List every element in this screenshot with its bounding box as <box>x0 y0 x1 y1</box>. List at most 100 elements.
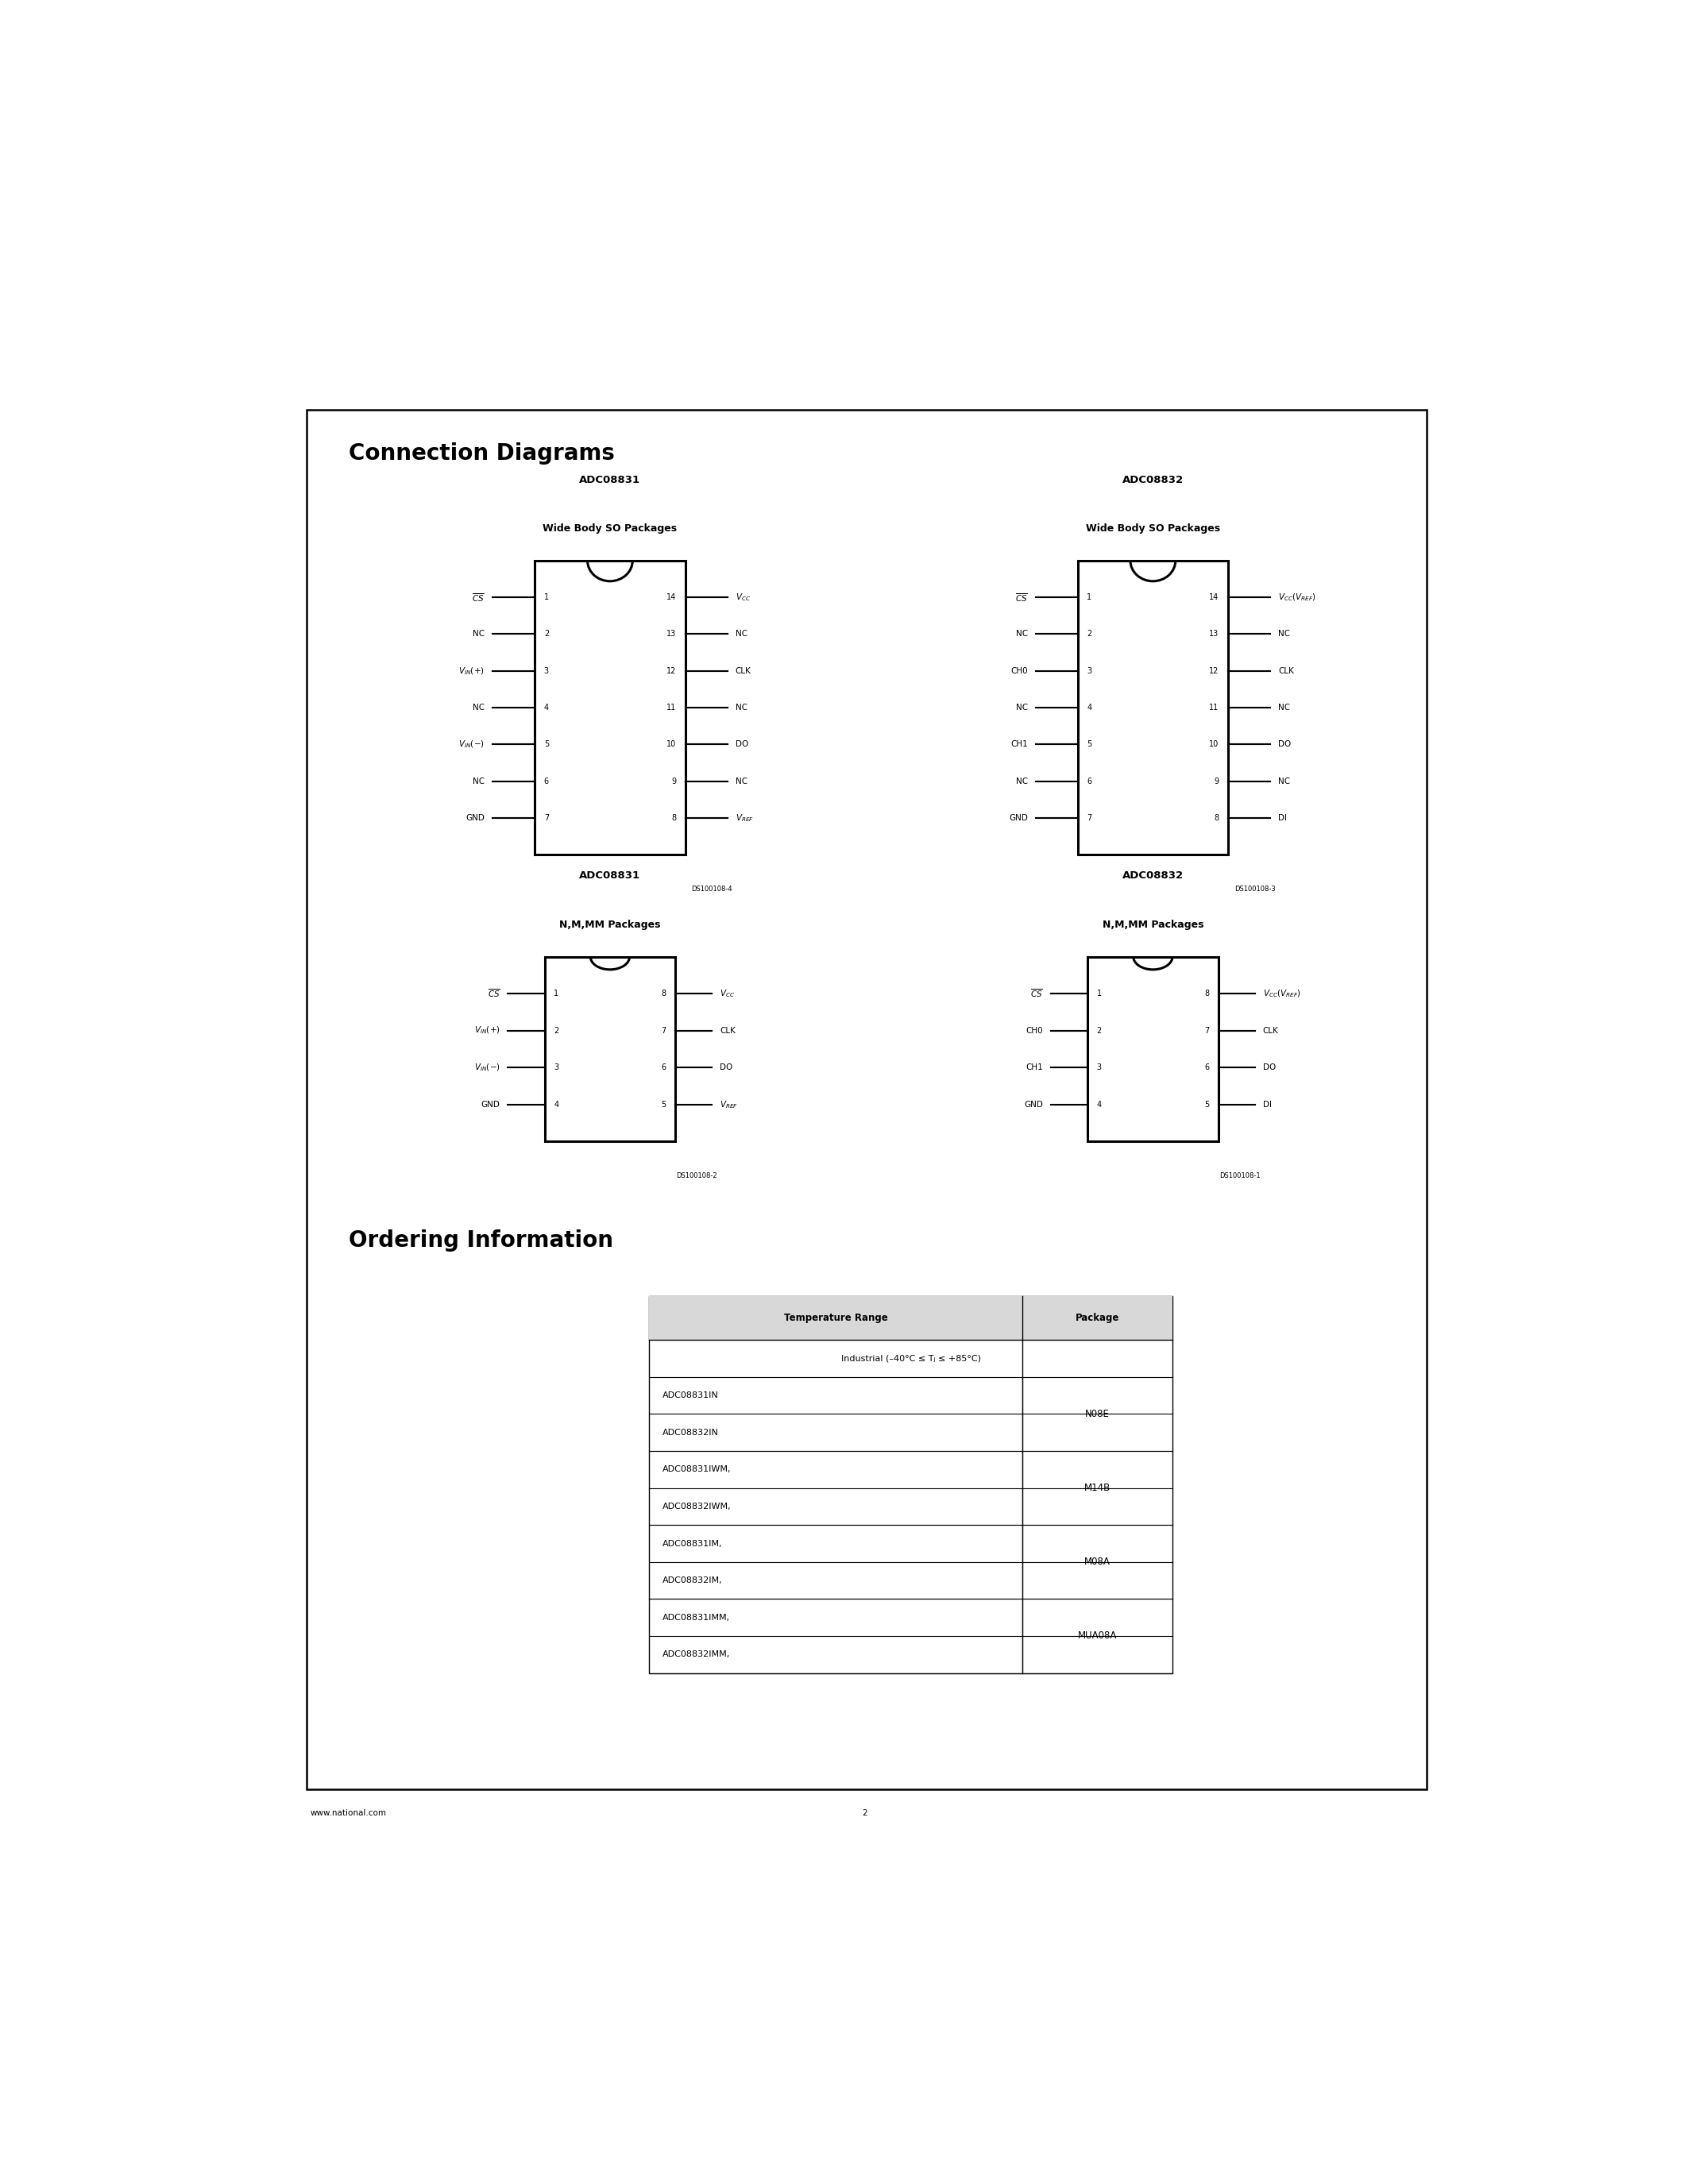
Text: 12: 12 <box>1209 666 1219 675</box>
Text: 5: 5 <box>662 1101 667 1109</box>
Text: CLK: CLK <box>1263 1026 1278 1035</box>
Text: DS100108-3: DS100108-3 <box>1234 885 1276 893</box>
Text: 5: 5 <box>1087 740 1092 749</box>
Text: 2: 2 <box>1097 1026 1102 1035</box>
Text: $\overline{CS}$: $\overline{CS}$ <box>473 592 484 603</box>
Text: 7: 7 <box>1087 815 1092 821</box>
Text: DO: DO <box>719 1064 733 1072</box>
Text: $V_{IN}(+)$: $V_{IN}(+)$ <box>474 1024 500 1035</box>
Bar <box>545 957 675 1142</box>
Text: ADC08831: ADC08831 <box>579 474 641 485</box>
Text: ADC08832IWM,: ADC08832IWM, <box>662 1503 731 1511</box>
Bar <box>535 561 685 854</box>
Text: CH0: CH0 <box>1011 666 1028 675</box>
Text: 7: 7 <box>1204 1026 1209 1035</box>
Text: 1: 1 <box>1087 594 1092 601</box>
Text: 13: 13 <box>1209 631 1219 638</box>
Text: $V_{IN}(+)$: $V_{IN}(+)$ <box>459 666 484 677</box>
Text: 11: 11 <box>1209 703 1219 712</box>
Text: 8: 8 <box>662 989 667 998</box>
Text: ADC08832: ADC08832 <box>1123 871 1183 880</box>
Text: MUA08A: MUA08A <box>1077 1631 1117 1640</box>
Text: NC: NC <box>736 631 748 638</box>
Text: 6: 6 <box>662 1064 667 1072</box>
Text: ADC08831IMM,: ADC08831IMM, <box>662 1614 729 1621</box>
Bar <box>650 1297 1173 1341</box>
Bar <box>307 411 1426 1789</box>
Text: DI: DI <box>1278 815 1286 821</box>
Text: Industrial (–40°C ≤ Tⱼ ≤ +85°C): Industrial (–40°C ≤ Tⱼ ≤ +85°C) <box>841 1354 981 1363</box>
Text: 6: 6 <box>1087 778 1092 786</box>
Text: CLK: CLK <box>736 666 751 675</box>
Text: DI: DI <box>1263 1101 1271 1109</box>
Text: ADC08832IMM,: ADC08832IMM, <box>662 1651 729 1658</box>
Text: 3: 3 <box>544 666 549 675</box>
Text: Package: Package <box>1075 1313 1119 1324</box>
Text: $V_{IN}(-)$: $V_{IN}(-)$ <box>459 738 484 749</box>
Text: 4: 4 <box>1097 1101 1102 1109</box>
Text: Ordering Information: Ordering Information <box>348 1230 613 1251</box>
Text: 8: 8 <box>672 815 677 821</box>
Text: NC: NC <box>1278 703 1290 712</box>
Text: ADC08831IN: ADC08831IN <box>662 1391 719 1400</box>
Text: 3: 3 <box>554 1064 559 1072</box>
Text: 11: 11 <box>667 703 677 712</box>
Text: NC: NC <box>473 703 484 712</box>
Text: 4: 4 <box>554 1101 559 1109</box>
Text: CH1: CH1 <box>1026 1064 1043 1072</box>
Text: Wide Body SO Packages: Wide Body SO Packages <box>1085 524 1220 533</box>
Text: 10: 10 <box>1209 740 1219 749</box>
Text: 5: 5 <box>544 740 549 749</box>
Text: 7: 7 <box>544 815 549 821</box>
Text: M14B: M14B <box>1084 1483 1111 1494</box>
Text: 4: 4 <box>544 703 549 712</box>
Text: 2: 2 <box>1087 631 1092 638</box>
Text: DO: DO <box>736 740 748 749</box>
Text: N08E: N08E <box>1085 1409 1109 1420</box>
Text: $V_{CC}(V_{REF})$: $V_{CC}(V_{REF})$ <box>1263 987 1301 998</box>
Text: 6: 6 <box>1204 1064 1209 1072</box>
Text: GND: GND <box>1009 815 1028 821</box>
Text: DO: DO <box>1278 740 1291 749</box>
Text: 5: 5 <box>1204 1101 1209 1109</box>
Text: CLK: CLK <box>1278 666 1295 675</box>
Text: GND: GND <box>1025 1101 1043 1109</box>
Text: $V_{CC}(V_{REF})$: $V_{CC}(V_{REF})$ <box>1278 592 1317 603</box>
Text: Wide Body SO Packages: Wide Body SO Packages <box>544 524 677 533</box>
Text: NC: NC <box>1278 778 1290 786</box>
Bar <box>650 1297 1173 1673</box>
Text: 1: 1 <box>1097 989 1102 998</box>
Text: DS100108-2: DS100108-2 <box>677 1173 717 1179</box>
Text: 2: 2 <box>554 1026 559 1035</box>
Text: Connection Diagrams: Connection Diagrams <box>348 441 614 465</box>
Text: 13: 13 <box>667 631 677 638</box>
Text: DS100108-1: DS100108-1 <box>1219 1173 1261 1179</box>
Text: $\overline{CS}$: $\overline{CS}$ <box>488 987 500 1000</box>
Bar <box>1087 957 1219 1142</box>
Text: GND: GND <box>466 815 484 821</box>
Text: ADC08832IN: ADC08832IN <box>662 1428 719 1437</box>
Text: 1: 1 <box>544 594 549 601</box>
Text: NC: NC <box>736 778 748 786</box>
Text: Temperature Range: Temperature Range <box>783 1313 888 1324</box>
Text: 8: 8 <box>1214 815 1219 821</box>
Text: 12: 12 <box>667 666 677 675</box>
Text: CH0: CH0 <box>1026 1026 1043 1035</box>
Text: 4: 4 <box>1087 703 1092 712</box>
Text: 9: 9 <box>1214 778 1219 786</box>
Text: $V_{REF}$: $V_{REF}$ <box>736 812 753 823</box>
Text: $V_{REF}$: $V_{REF}$ <box>719 1099 738 1109</box>
Text: M08A: M08A <box>1084 1557 1111 1568</box>
Text: 6: 6 <box>544 778 549 786</box>
Text: NC: NC <box>473 631 484 638</box>
Text: 1: 1 <box>554 989 559 998</box>
Text: DS100108-4: DS100108-4 <box>692 885 733 893</box>
Text: ADC08831IM,: ADC08831IM, <box>662 1540 722 1548</box>
Text: DO: DO <box>1263 1064 1276 1072</box>
Text: NC: NC <box>1016 778 1028 786</box>
Text: 2: 2 <box>544 631 549 638</box>
Text: NC: NC <box>1016 703 1028 712</box>
Text: 14: 14 <box>1209 594 1219 601</box>
Text: N,M,MM Packages: N,M,MM Packages <box>559 919 660 930</box>
Text: 9: 9 <box>672 778 677 786</box>
